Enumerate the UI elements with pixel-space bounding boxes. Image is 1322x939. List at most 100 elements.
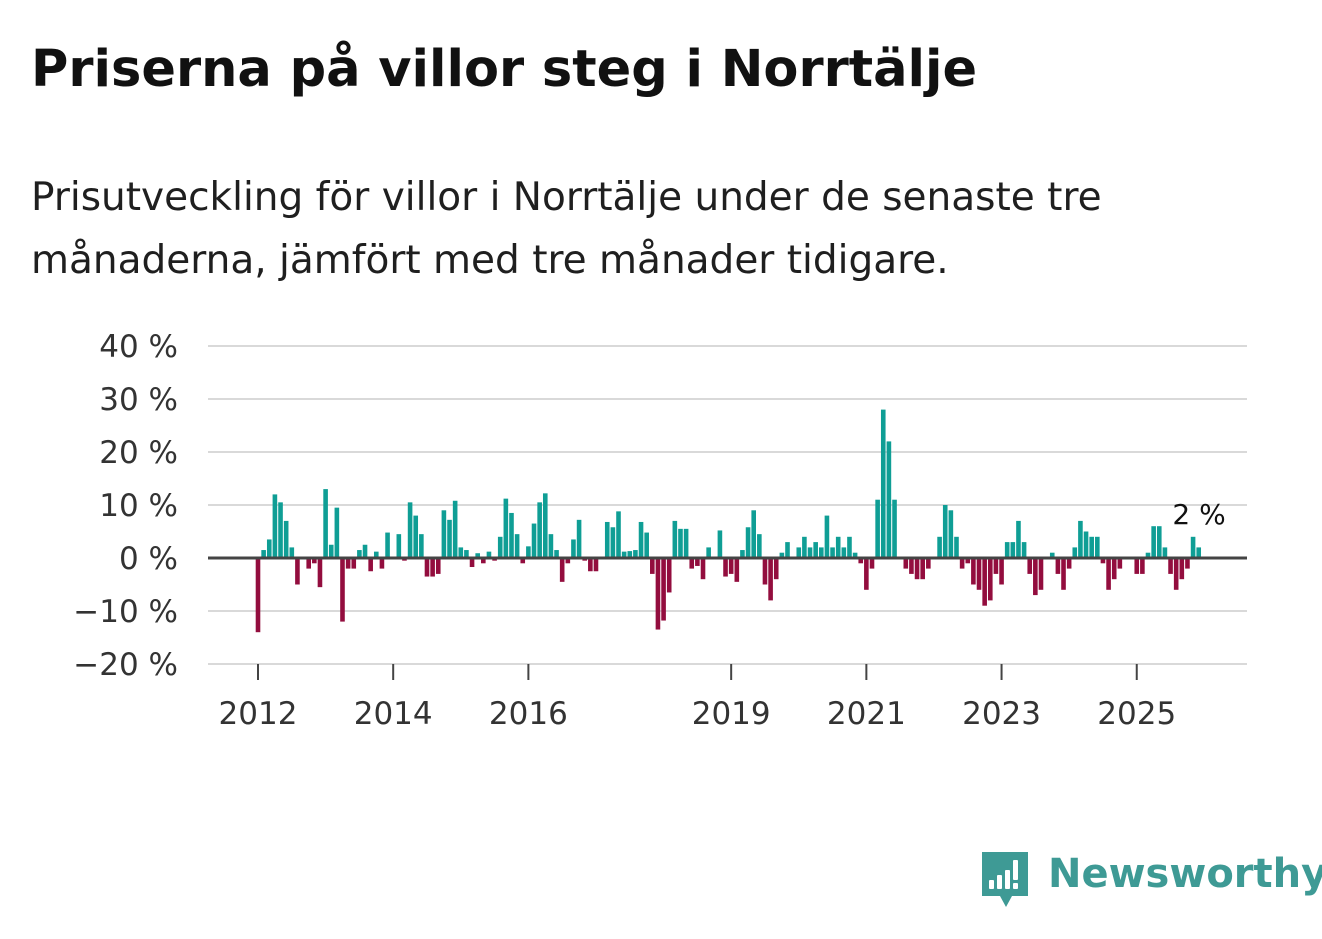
bar (559, 558, 565, 582)
bar (576, 519, 582, 558)
bar (317, 558, 323, 588)
bar (357, 550, 362, 558)
bar (340, 558, 345, 622)
bar (368, 558, 373, 572)
bar (942, 505, 948, 558)
bar (937, 536, 942, 558)
bar (1111, 558, 1117, 580)
bar (1117, 558, 1123, 569)
chart-subtitle: Prisutveckling för villor i Norrtälje un… (31, 175, 1102, 283)
x-tick-label: 2025 (1097, 696, 1176, 732)
bar (819, 547, 824, 558)
bar (976, 558, 982, 590)
bar (554, 550, 559, 558)
bar (909, 558, 914, 574)
bar (779, 552, 785, 558)
bar (824, 515, 830, 558)
bar (802, 536, 807, 558)
bar (1021, 542, 1027, 558)
bar (757, 534, 762, 558)
bar (785, 542, 790, 558)
bar (424, 558, 430, 577)
bar (1151, 526, 1156, 558)
bar (661, 558, 666, 621)
bar (1033, 558, 1038, 596)
bar (650, 558, 655, 574)
bar (385, 532, 390, 558)
bar (880, 409, 886, 558)
bars (255, 409, 1202, 633)
bar (695, 558, 700, 566)
bar (892, 499, 897, 558)
bar (1156, 526, 1162, 558)
bar (571, 539, 576, 558)
bar (413, 515, 419, 558)
bar (464, 550, 469, 558)
y-tick-label: −20 % (73, 647, 178, 683)
newsworthy-logo-icon (982, 852, 1028, 907)
bar (706, 547, 711, 558)
bar (323, 489, 328, 558)
bar (982, 558, 987, 606)
bar (531, 523, 537, 558)
bar (542, 493, 548, 558)
bar (306, 558, 311, 569)
bar (762, 558, 768, 585)
x-tick-label: 2014 (354, 696, 433, 732)
annotations: 2 % (1172, 498, 1225, 531)
bar (666, 558, 672, 593)
x-axis-ticks: 2012 2014 2016 2019 2021 2023 2025 (219, 664, 1176, 732)
bar (312, 558, 317, 564)
bar (1179, 558, 1185, 580)
bar (740, 550, 745, 558)
bar (1061, 558, 1066, 590)
gridlines (208, 345, 1247, 665)
bar (1185, 558, 1190, 569)
bar (886, 441, 892, 558)
bar (959, 558, 965, 569)
last-value-label: 2 % (1172, 498, 1225, 531)
x-tick-label: 2023 (962, 696, 1041, 732)
bar (509, 512, 514, 558)
bar (1095, 536, 1100, 558)
bar (379, 558, 385, 569)
bar (430, 558, 435, 577)
bar (903, 558, 909, 569)
bar (278, 502, 283, 558)
bar (841, 547, 847, 558)
bar (1162, 547, 1168, 558)
y-tick-label: 30 % (99, 382, 178, 418)
chart-title: Priserna på villor steg i Norrtälje (31, 40, 978, 99)
bar (993, 558, 999, 574)
x-tick-label: 2012 (219, 696, 298, 732)
bar (604, 521, 610, 558)
bar (419, 534, 424, 558)
bar (773, 558, 779, 580)
bar (503, 498, 509, 558)
x-tick-label: 2016 (489, 696, 568, 732)
bar (289, 547, 295, 558)
bar (796, 547, 802, 558)
bar (954, 536, 959, 558)
bar (1134, 558, 1140, 574)
bar (644, 532, 649, 558)
bar (1027, 558, 1033, 574)
newsworthy-logo: Newsworthy (980, 849, 1322, 911)
bar (266, 539, 272, 558)
bar (847, 536, 852, 558)
bar (345, 558, 351, 569)
bar (593, 558, 599, 572)
y-tick-label: 20 % (99, 435, 178, 471)
bar (683, 528, 689, 558)
bar (295, 558, 300, 585)
bar (475, 553, 480, 558)
bar (751, 510, 756, 558)
bar (520, 558, 526, 564)
bar (481, 558, 486, 564)
bar (858, 558, 864, 564)
bar (1100, 558, 1106, 564)
bar (1004, 542, 1010, 558)
bar (655, 558, 661, 630)
bar (351, 558, 357, 569)
bar (497, 536, 503, 558)
